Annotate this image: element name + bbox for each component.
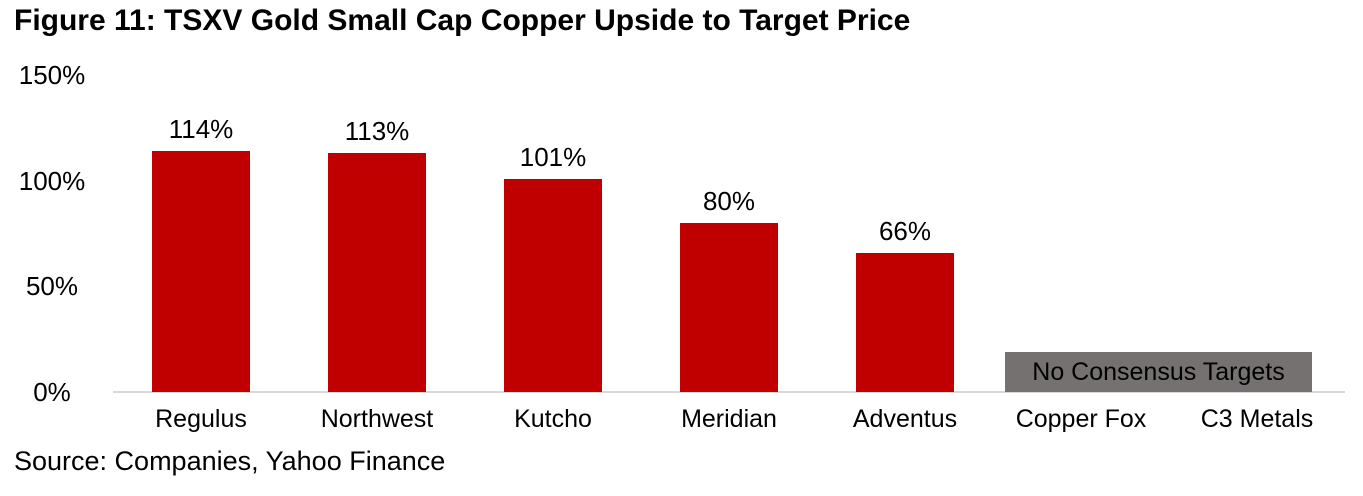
- plot-area: No Consensus Targets 114% Regulus 113% Nort…: [113, 75, 1345, 433]
- x-axis-line: [113, 391, 1345, 393]
- no-consensus-targets-label: No Consensus Targets: [1032, 357, 1285, 386]
- bar-meridian: [680, 223, 778, 392]
- x-axis-label-adventus: Adventus: [852, 405, 958, 433]
- x-axis-label-c3-metals: C3 Metals: [1200, 405, 1314, 433]
- figure-title: Figure 11: TSXV Gold Small Cap Copper Up…: [14, 4, 911, 37]
- category-slot-adventus: 66% Adventus: [817, 75, 993, 433]
- data-label-meridian: 80%: [702, 186, 756, 216]
- category-slot-kutcho: 101% Kutcho: [465, 75, 641, 433]
- source-text: Source: Companies, Yahoo Finance: [14, 446, 446, 476]
- y-axis-tick-label: 100%: [18, 165, 86, 196]
- x-axis-label-regulus: Regulus: [155, 405, 247, 433]
- bar-regulus: [152, 151, 250, 392]
- y-axis-tick-label: 50%: [25, 271, 79, 302]
- bar-kutcho: [504, 179, 602, 392]
- data-label-northwest: 113%: [344, 116, 410, 146]
- category-slot-regulus: 114% Regulus: [113, 75, 289, 433]
- data-label-adventus: 66%: [878, 216, 932, 246]
- category-slot-copper-fox: Copper Fox: [993, 75, 1169, 433]
- y-axis-tick-label: 0%: [33, 377, 71, 407]
- x-axis-label-meridian: Meridian: [681, 405, 777, 433]
- category-slot-c3-metals: C3 Metals: [1169, 75, 1345, 433]
- category-slot-northwest: 113% Northwest: [289, 75, 465, 433]
- bar-northwest: [328, 153, 426, 392]
- x-axis-label-copper-fox: Copper Fox: [1015, 405, 1147, 433]
- bar-adventus: [856, 253, 954, 392]
- data-label-regulus: 114%: [168, 114, 234, 144]
- no-consensus-targets-box: No Consensus Targets: [1005, 352, 1312, 392]
- data-label-kutcho: 101%: [519, 142, 587, 172]
- y-axis-tick-label: 150%: [18, 60, 86, 90]
- x-axis-label-kutcho: Kutcho: [514, 405, 592, 433]
- x-axis-label-northwest: Northwest: [320, 405, 434, 433]
- category-slot-meridian: 80% Meridian: [641, 75, 817, 433]
